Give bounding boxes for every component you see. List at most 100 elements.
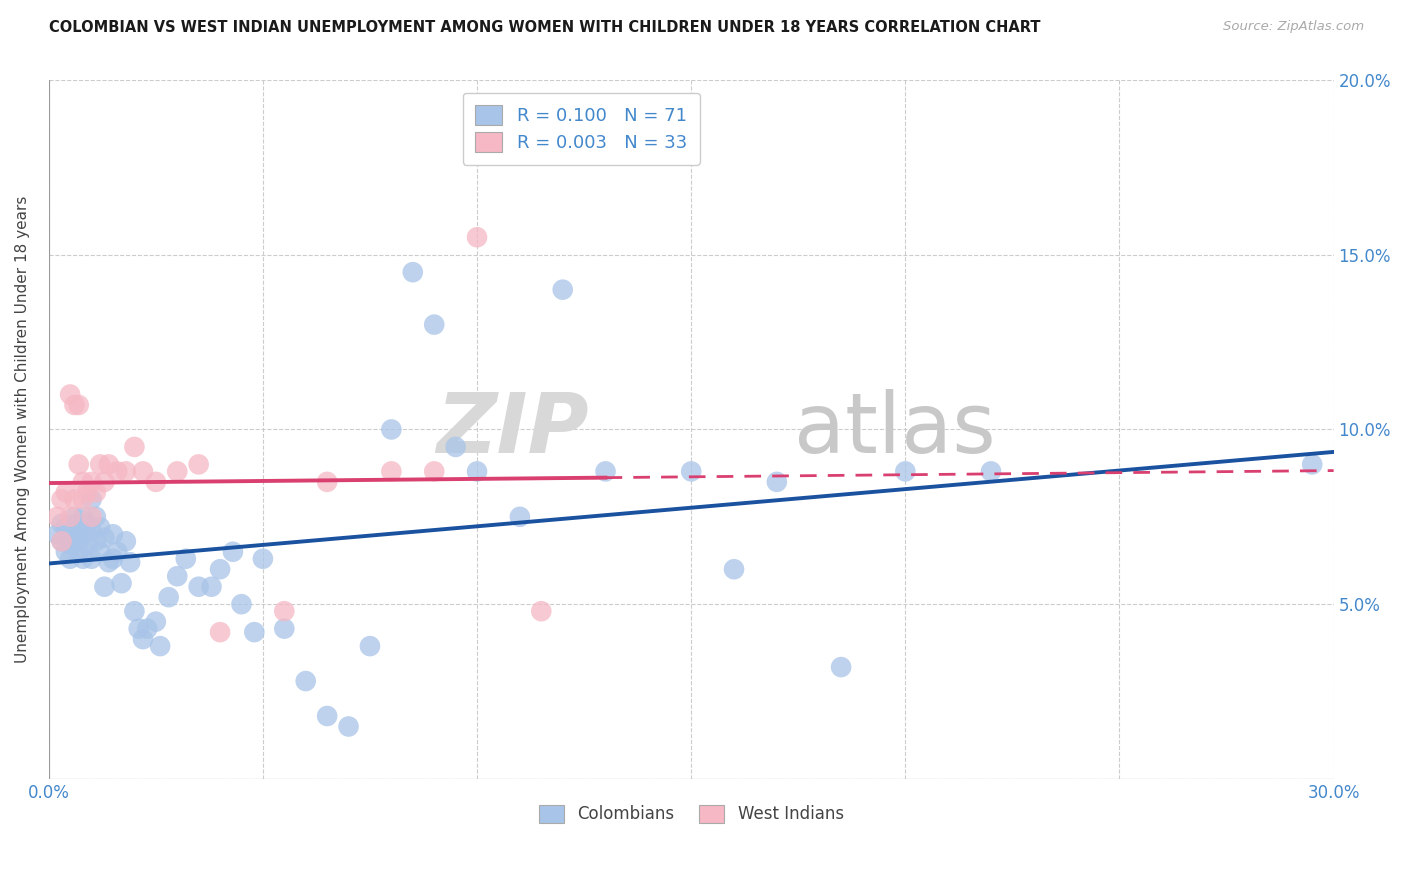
Point: [84, 485, 107, 500]
Point: [595, 464, 617, 478]
Point: [145, 475, 167, 489]
Point: [46, 527, 69, 541]
Point: [67, 398, 90, 412]
Point: [59, 551, 82, 566]
Point: [530, 604, 553, 618]
Point: [132, 632, 155, 647]
Y-axis label: Unemployment Among Women with Children Under 18 years: Unemployment Among Women with Children U…: [15, 195, 30, 663]
Point: [166, 464, 188, 478]
Point: [63, 516, 86, 531]
Point: [166, 569, 188, 583]
Point: [72, 475, 94, 489]
Text: atlas: atlas: [794, 389, 995, 470]
Point: [423, 318, 446, 332]
Point: [76, 516, 98, 531]
Point: [124, 604, 146, 618]
Point: [93, 580, 115, 594]
Point: [359, 639, 381, 653]
Point: [766, 475, 789, 489]
Point: [55, 485, 77, 500]
Point: [80, 509, 103, 524]
Point: [80, 524, 103, 538]
Point: [93, 531, 115, 545]
Point: [67, 545, 90, 559]
Point: [209, 625, 232, 640]
Point: [63, 509, 86, 524]
Point: [55, 545, 77, 559]
Point: [115, 534, 138, 549]
Point: [63, 531, 86, 545]
Point: [294, 674, 316, 689]
Point: [72, 492, 94, 507]
Point: [681, 464, 703, 478]
Point: [174, 551, 197, 566]
Point: [402, 265, 425, 279]
Point: [200, 580, 222, 594]
Point: [465, 464, 488, 478]
Text: COLOMBIAN VS WEST INDIAN UNEMPLOYMENT AMONG WOMEN WITH CHILDREN UNDER 18 YEARS C: COLOMBIAN VS WEST INDIAN UNEMPLOYMENT AM…: [49, 20, 1040, 35]
Point: [124, 440, 146, 454]
Point: [380, 464, 402, 478]
Point: [72, 509, 94, 524]
Point: [1301, 458, 1323, 472]
Point: [59, 509, 82, 524]
Point: [149, 639, 172, 653]
Point: [894, 464, 917, 478]
Point: [115, 464, 138, 478]
Point: [105, 545, 128, 559]
Point: [80, 475, 103, 489]
Point: [509, 509, 531, 524]
Point: [67, 524, 90, 538]
Point: [187, 580, 209, 594]
Point: [145, 615, 167, 629]
Point: [209, 562, 232, 576]
Point: [72, 527, 94, 541]
Legend: Colombians, West Indians: Colombians, West Indians: [529, 795, 853, 833]
Point: [316, 475, 339, 489]
Point: [252, 551, 274, 566]
Point: [51, 534, 73, 549]
Point: [444, 440, 467, 454]
Point: [551, 283, 574, 297]
Point: [59, 387, 82, 401]
Point: [59, 527, 82, 541]
Point: [63, 398, 86, 412]
Point: [423, 464, 446, 478]
Point: [89, 520, 111, 534]
Point: [337, 719, 360, 733]
Point: [830, 660, 852, 674]
Point: [465, 230, 488, 244]
Point: [89, 458, 111, 472]
Point: [97, 458, 120, 472]
Point: [89, 545, 111, 559]
Point: [59, 538, 82, 552]
Point: [72, 551, 94, 566]
Point: [76, 485, 98, 500]
Point: [120, 555, 142, 569]
Point: [105, 464, 128, 478]
Point: [157, 590, 180, 604]
Point: [76, 538, 98, 552]
Point: [273, 604, 295, 618]
Point: [80, 492, 103, 507]
Point: [67, 458, 90, 472]
Point: [231, 597, 253, 611]
Point: [128, 622, 150, 636]
Point: [723, 562, 745, 576]
Point: [243, 625, 266, 640]
Point: [46, 509, 69, 524]
Point: [51, 492, 73, 507]
Point: [101, 527, 124, 541]
Point: [67, 534, 90, 549]
Point: [55, 520, 77, 534]
Point: [110, 576, 132, 591]
Point: [101, 551, 124, 566]
Point: [132, 464, 155, 478]
Point: [84, 509, 107, 524]
Point: [63, 492, 86, 507]
Point: [93, 475, 115, 489]
Point: [222, 545, 245, 559]
Point: [380, 422, 402, 436]
Point: [316, 709, 339, 723]
Point: [51, 516, 73, 531]
